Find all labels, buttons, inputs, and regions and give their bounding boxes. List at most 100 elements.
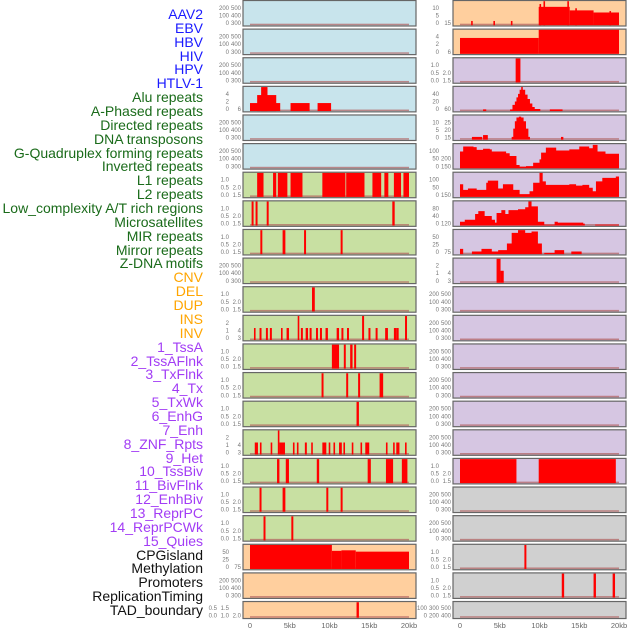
- y-tick-label: 500: [441, 378, 452, 384]
- y-tick-label: 0: [436, 164, 440, 170]
- y-tick-label: 100: [429, 414, 440, 420]
- y-tick-label: 15: [444, 21, 451, 27]
- data-area: [460, 230, 582, 255]
- y-tick-label: 300: [429, 606, 440, 612]
- baseline: [250, 281, 409, 283]
- y-tick-label: 0.0: [221, 422, 230, 428]
- y-tick-label: 0.0: [431, 78, 440, 84]
- y-tick-label: 200: [219, 149, 230, 155]
- track-panel: 05 10 15: [432, 0, 627, 27]
- data-bar: [403, 172, 409, 197]
- data-bar: [405, 316, 408, 341]
- data-bar: [266, 201, 269, 226]
- y-tick-label: 1.0: [221, 407, 230, 413]
- baseline: [460, 510, 619, 512]
- y-tick-label: 1.5: [233, 193, 242, 199]
- track-panel: 0.00.51.01.52.0: [209, 600, 417, 620]
- y-tick-label: 0.0: [221, 193, 230, 199]
- y-tick-label: 500: [231, 149, 242, 155]
- y-tick-label: 300: [441, 393, 452, 399]
- track-label: INS: [179, 310, 203, 327]
- y-tick-label: 500: [441, 349, 452, 355]
- data-bar: [296, 442, 299, 455]
- y-tick-label: 500: [231, 6, 242, 12]
- track-panel: 0 12 3 4: [436, 257, 627, 285]
- y-tick-label: 50: [222, 550, 229, 556]
- y-tick-label: 1: [226, 328, 230, 334]
- data-bar: [277, 459, 280, 484]
- panel-background: [242, 286, 417, 313]
- y-tick-label: 0.5: [221, 357, 230, 363]
- panel-background: [242, 515, 417, 542]
- data-bar: [362, 316, 365, 341]
- track-panel: 0.00.51.01.52.0: [221, 457, 417, 485]
- y-tick-label: 500: [441, 521, 452, 527]
- y-tick-label: 0.0: [431, 594, 440, 600]
- data-bar: [269, 328, 272, 341]
- panel-background: [452, 286, 627, 313]
- y-tick-label: 25: [444, 120, 451, 126]
- y-tick-label: 200: [429, 614, 440, 620]
- y-tick-label: 6: [448, 50, 452, 56]
- y-tick-label: 200: [219, 578, 230, 584]
- data-bar: [575, 8, 577, 26]
- track-label: 14_ReprPCWk: [109, 518, 203, 535]
- x-tick-label: 5kb: [494, 621, 506, 630]
- data-bar: [368, 328, 371, 341]
- baseline: [460, 138, 619, 140]
- track-label: HPV: [174, 61, 203, 78]
- data-bar: [612, 573, 616, 598]
- y-tick-label: 0: [436, 222, 440, 228]
- y-tick-label: 400: [441, 443, 452, 449]
- track-label: DNA transposons: [94, 130, 203, 147]
- data-bar: [543, 1, 546, 26]
- y-tick-label: 60: [444, 107, 451, 113]
- y-tick-label: 1.0: [221, 235, 230, 241]
- data-bar: [538, 29, 619, 54]
- y-tick-label: 200: [219, 35, 230, 41]
- data-area: [460, 144, 619, 169]
- data-bar: [483, 135, 488, 140]
- track-label: Alu repeats: [132, 89, 203, 106]
- y-tick-label: 1.0: [221, 178, 230, 184]
- y-tick-label: 500: [231, 120, 242, 126]
- track-label: Low_complexity A/T rich regions: [2, 200, 204, 217]
- data-bar: [500, 270, 504, 283]
- y-tick-label: 100: [429, 500, 440, 506]
- track-label: 4_Tx: [171, 380, 203, 397]
- track-label: 9_Het: [165, 449, 203, 466]
- y-tick-label: 400: [441, 328, 452, 334]
- y-tick-label: 0: [436, 336, 440, 342]
- baseline: [250, 166, 409, 169]
- y-tick-label: 0: [424, 614, 428, 620]
- y-tick-label: 500: [441, 407, 452, 413]
- data-bar: [285, 459, 289, 484]
- y-tick-label: 150: [441, 164, 452, 170]
- panel-background: [242, 572, 417, 600]
- data-bar: [251, 201, 254, 226]
- panel-background: [452, 543, 627, 571]
- y-tick-label: 400: [231, 157, 242, 163]
- y-tick-label: 2: [436, 264, 440, 270]
- data-bar: [593, 573, 596, 598]
- track-panel: 0.00.51.01.52.0: [221, 171, 417, 199]
- y-tick-label: 2.0: [233, 300, 242, 306]
- y-tick-label: 2.0: [233, 614, 242, 620]
- data-bar: [319, 328, 322, 341]
- data-bar: [393, 172, 402, 197]
- y-tick-label: 300: [231, 279, 242, 285]
- y-tick-label: 2.0: [443, 557, 452, 563]
- data-bar: [343, 344, 346, 369]
- panel-background: [242, 143, 417, 170]
- y-tick-label: 4: [238, 443, 242, 449]
- track-label: HBV: [174, 33, 203, 50]
- data-bar: [460, 37, 539, 54]
- track-label: 10_TssBiv: [139, 463, 203, 480]
- y-tick-label: 2: [436, 42, 440, 48]
- data-bar: [385, 442, 388, 455]
- baseline: [250, 338, 409, 341]
